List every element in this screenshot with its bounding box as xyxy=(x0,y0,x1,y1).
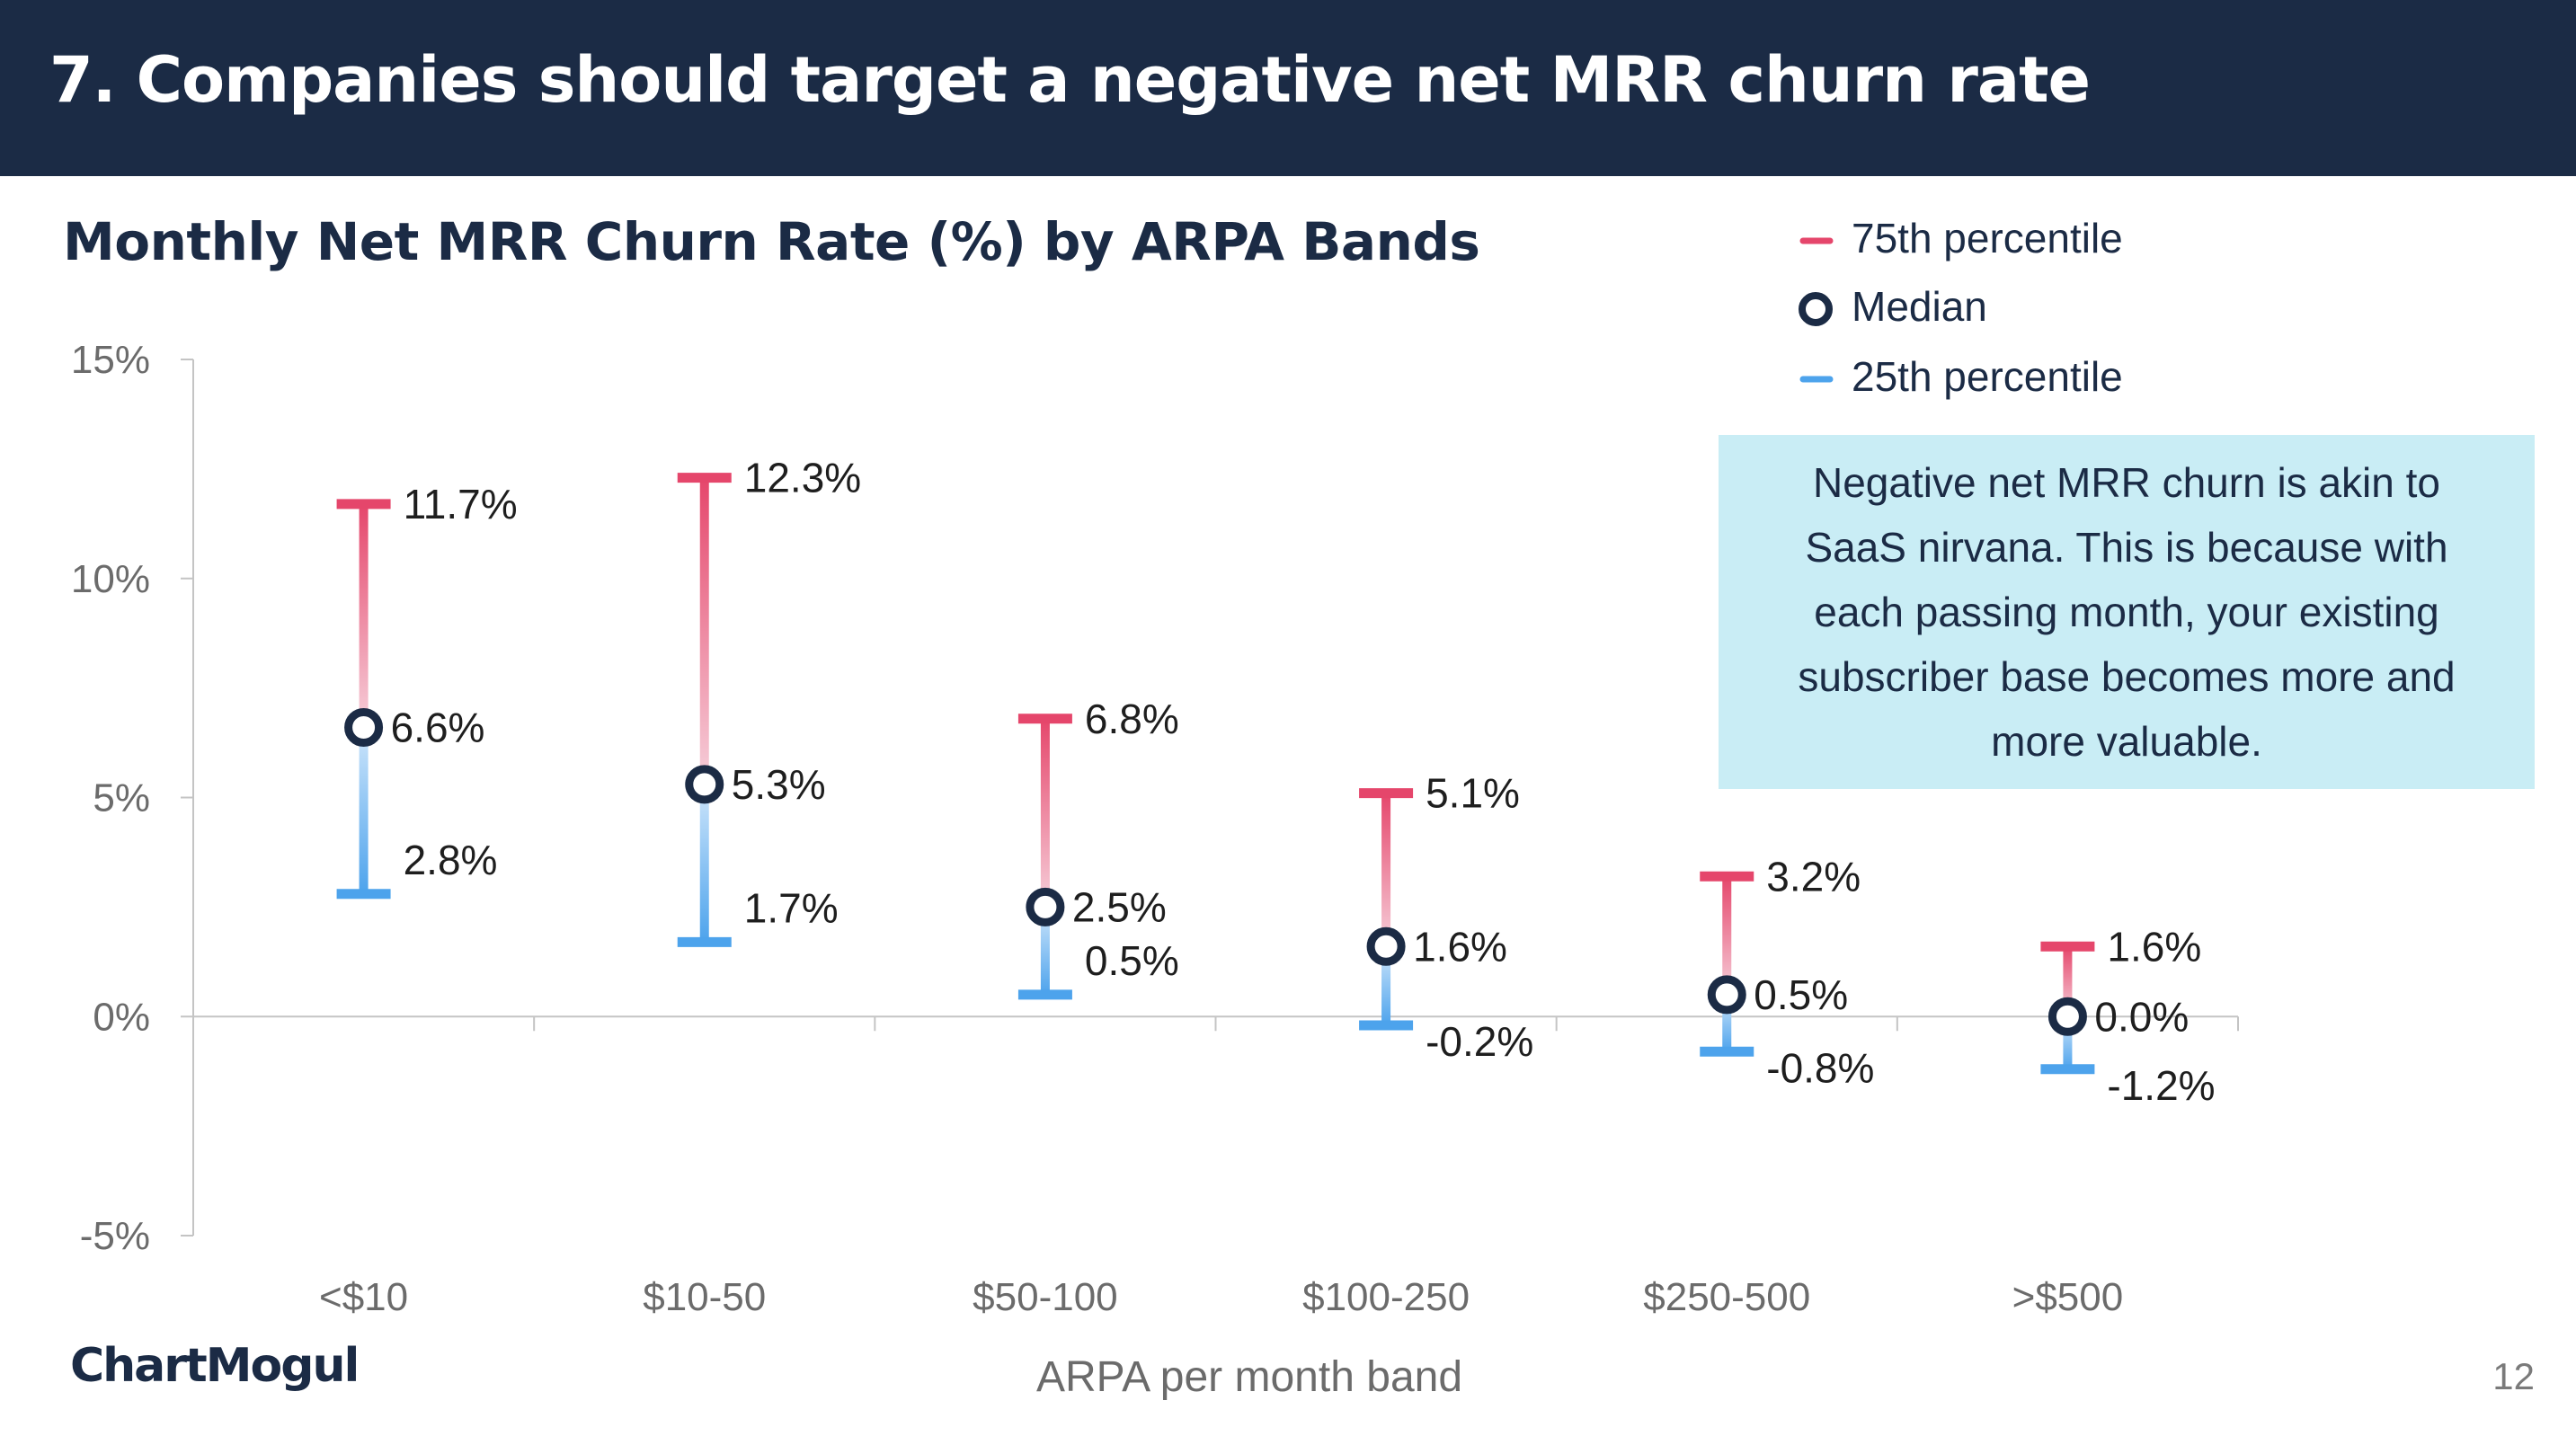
x-tick-label: $250-500 xyxy=(1643,1275,1810,1319)
callout-text: Negative net MRR churn is akin to SaaS n… xyxy=(1798,459,2456,765)
p25-label: 0.5% xyxy=(1085,937,1179,984)
p75-label: 5.1% xyxy=(1426,770,1520,817)
median-label: 6.6% xyxy=(391,705,485,751)
x-tick-label: >$500 xyxy=(2012,1275,2124,1319)
p75-label: 11.7% xyxy=(404,481,518,527)
range-bar-upper xyxy=(359,503,369,728)
range-bar-lower xyxy=(1722,994,1732,1052)
y-tick-label: 5% xyxy=(93,776,150,820)
y-tick-label: 10% xyxy=(71,557,150,601)
x-tick-label: <$10 xyxy=(319,1275,408,1319)
chartmogul-logo: ChartMogul xyxy=(70,1339,360,1393)
x-tick-label: $10-50 xyxy=(643,1275,766,1319)
legend-label-25th: 25th percentile xyxy=(1852,353,2123,400)
median-point xyxy=(685,765,724,804)
range-bar-upper xyxy=(1381,793,1391,947)
median-point xyxy=(1366,926,1406,966)
y-tick-label: 15% xyxy=(71,338,150,382)
median-point xyxy=(1707,975,1746,1015)
slide-title: 7. Companies should target a negative ne… xyxy=(49,43,2091,117)
x-axis-title: ARPA per month band xyxy=(1035,1353,1463,1401)
p25-label: -0.2% xyxy=(1426,1018,1533,1065)
range-bar-lower xyxy=(699,784,709,943)
page-number: 12 xyxy=(2492,1355,2535,1397)
range-bar-upper xyxy=(1040,718,1050,908)
p25-label: 2.8% xyxy=(404,837,498,883)
median-label: 1.6% xyxy=(1413,923,1507,970)
p75-label: 12.3% xyxy=(744,455,861,501)
range-bar-upper xyxy=(2063,946,2073,1017)
p75-label: 6.8% xyxy=(1085,696,1179,742)
p75-label: 3.2% xyxy=(1766,853,1861,900)
median-label: 0.0% xyxy=(2094,993,2189,1040)
legend-item-75th: 75th percentile xyxy=(1789,208,2256,262)
legend-dash-icon-25th xyxy=(1799,376,1834,383)
median-point xyxy=(2047,997,2087,1036)
range-bar-upper xyxy=(699,477,709,784)
range-bar-lower xyxy=(2063,1016,2073,1069)
p75-label: 1.6% xyxy=(2107,923,2201,970)
y-tick-label: -5% xyxy=(80,1214,150,1258)
range-bar-lower xyxy=(1381,946,1391,1025)
legend-ring-icon-median xyxy=(1799,292,1833,326)
median-label: 5.3% xyxy=(732,761,826,808)
range-bar-lower xyxy=(359,727,369,894)
median-point xyxy=(344,708,384,747)
median-label: 2.5% xyxy=(1072,883,1167,930)
x-tick-label: $100-250 xyxy=(1302,1275,1470,1319)
legend-item-25th: 25th percentile xyxy=(1789,347,2256,401)
legend-label-75th: 75th percentile xyxy=(1852,215,2123,261)
range-bar-upper xyxy=(1722,876,1732,995)
legend-item-median: Median xyxy=(1789,277,2256,331)
legend-dash-icon-75th xyxy=(1799,237,1834,244)
range-bar-lower xyxy=(1040,907,1050,995)
chart-legend: 75th percentile Median 25th percentile xyxy=(1789,208,2256,415)
slide-header: 7. Companies should target a negative ne… xyxy=(0,0,2576,176)
x-tick-label: $50-100 xyxy=(973,1275,1117,1319)
median-point xyxy=(1026,887,1065,926)
p25-label: -1.2% xyxy=(2107,1062,2215,1109)
callout-box: Negative net MRR churn is akin to SaaS n… xyxy=(1719,435,2535,789)
median-label: 0.5% xyxy=(1754,971,1848,1018)
chart-title: Monthly Net MRR Churn Rate (%) by ARPA B… xyxy=(63,211,1480,272)
p25-label: -0.8% xyxy=(1766,1044,1874,1091)
y-tick-label: 0% xyxy=(93,995,150,1039)
p25-label: 1.7% xyxy=(744,884,839,931)
legend-label-median: Median xyxy=(1852,283,1987,330)
